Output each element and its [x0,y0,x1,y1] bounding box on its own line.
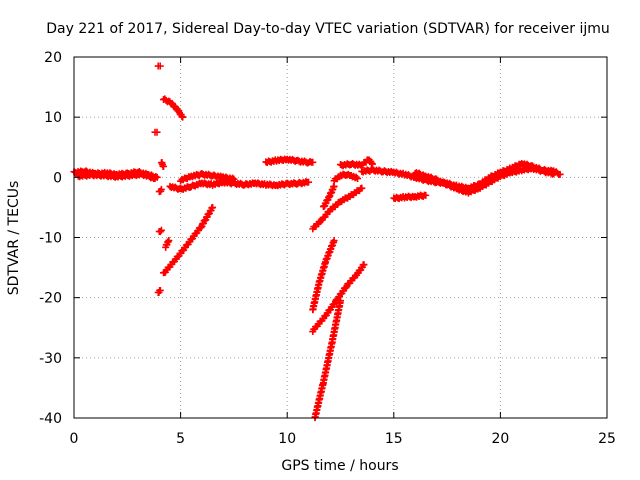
data-series [157,159,168,171]
data-point-markers [177,170,238,185]
data-point-markers [160,95,187,121]
y-tick-label: 10 [44,110,62,126]
data-point-markers [309,261,368,336]
data-point-markers [262,155,317,167]
data-point-markers [309,237,338,314]
x-tick-label: 10 [278,431,296,447]
gridlines [74,57,607,418]
data-point-markers [309,184,366,233]
y-tick-label: 20 [44,50,62,66]
data-series [151,128,161,136]
data-point-markers [319,182,338,211]
x-tick-labels: 0 5 10 15 20 25 [70,431,616,447]
data-series [330,170,362,185]
y-tick-label: -30 [39,351,62,367]
data-series [411,164,558,197]
y-tick-label: -20 [39,291,62,307]
x-axis-label: GPS time / hours [281,458,398,474]
data-series [155,185,165,196]
data-point-markers [160,203,217,277]
data-series [309,261,368,336]
data-point-markers [166,178,313,193]
data-series [155,226,165,236]
data-point-markers [162,237,173,251]
data-series [160,95,187,121]
data-point-markers [411,164,558,197]
data-series [177,170,238,185]
data-series [309,237,338,314]
y-tick-label: 0 [53,170,62,186]
data-series [74,170,159,183]
x-tick-label: 0 [70,431,79,447]
data-series [309,184,366,233]
data-point-markers [74,170,159,183]
x-tick-label: 5 [176,431,185,447]
x-tick-label: 20 [491,431,509,447]
y-tick-label: -10 [39,231,62,247]
data-series [160,203,217,277]
y-tick-label: -40 [39,411,62,427]
data-point-markers [154,62,164,70]
data-series [262,155,317,167]
data-point-markers [390,191,430,203]
chart-title: Day 221 of 2017, Sidereal Day-to-day VTE… [46,21,610,37]
data-point-markers [157,159,168,171]
y-axis-label: SDTVAR / TECUs [6,181,22,296]
plot-frame [73,56,608,419]
data-series [319,182,338,211]
data-series [166,178,313,193]
data-series [154,286,164,296]
data-points [70,62,564,422]
data-point-markers [330,170,362,185]
data-series [390,191,430,203]
data-series [162,237,173,251]
data-point-markers [155,185,165,196]
axis-ticks [73,56,608,419]
data-point-markers [154,286,164,296]
data-point-markers [151,128,161,136]
x-tick-label: 25 [598,431,616,447]
y-tick-labels: -40 -30 -20 -10 0 10 20 [39,50,62,427]
data-point-markers [155,226,165,236]
x-tick-label: 15 [385,431,403,447]
data-point-markers [337,156,376,170]
data-series [337,156,376,170]
data-series [154,62,164,70]
